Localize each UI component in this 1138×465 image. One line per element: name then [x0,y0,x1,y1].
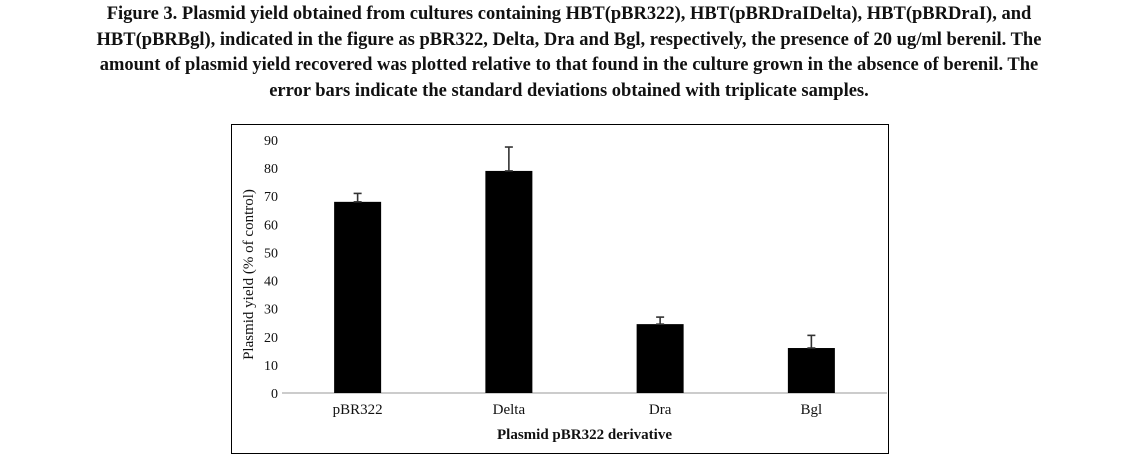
x-tick-label: Delta [493,402,526,418]
x-tick-label: pBR322 [333,402,383,418]
y-tick-label: 0 [271,387,278,402]
y-tick-label: 20 [264,331,278,346]
y-tick-label: 70 [264,190,278,205]
x-tick-label: Dra [649,402,672,418]
y-tick-label: 40 [264,275,278,290]
caption-line-4: error bars indicate the standard deviati… [269,80,869,101]
chart-frame: 0 10 20 30 40 50 60 70 80 90 pBR322 Delta Dra Bgl Pl… [231,124,889,454]
bar-chart: 0 10 20 30 40 50 60 70 80 90 pBR322 Delta Dra Bgl Pl… [241,134,887,443]
y-tick-label: 80 [264,162,278,177]
bars-group [334,170,835,393]
y-tick-label: 10 [264,359,278,374]
bar [787,348,835,393]
bar [334,201,382,393]
y-tick-label: 60 [264,218,278,233]
y-tick-label: 90 [264,134,278,149]
y-axis-ticks: 0 10 20 30 40 50 60 70 80 90 [264,134,278,402]
y-tick-label: 30 [264,303,278,318]
figure-caption: Figure 3. Plasmid yield obtained from cu… [0,2,1138,104]
bar [485,170,533,393]
x-tick-label: Bgl [801,402,823,418]
bar [636,324,684,393]
error-bars-group [353,146,816,349]
y-axis-label: Plasmid yield (% of control) [241,189,257,360]
caption-line-3: amount of plasmid yield recovered was pl… [99,55,1039,75]
caption-line-2: HBT(pBRBgl), indicated in the figure as … [96,29,1042,50]
y-tick-label: 50 [264,246,278,261]
x-axis-label: Plasmid pBR322 derivative [497,427,672,443]
caption-line-1: Figure 3. Plasmid yield obtained from cu… [106,4,1032,24]
x-axis-ticks: pBR322 Delta Dra Bgl [333,402,823,418]
